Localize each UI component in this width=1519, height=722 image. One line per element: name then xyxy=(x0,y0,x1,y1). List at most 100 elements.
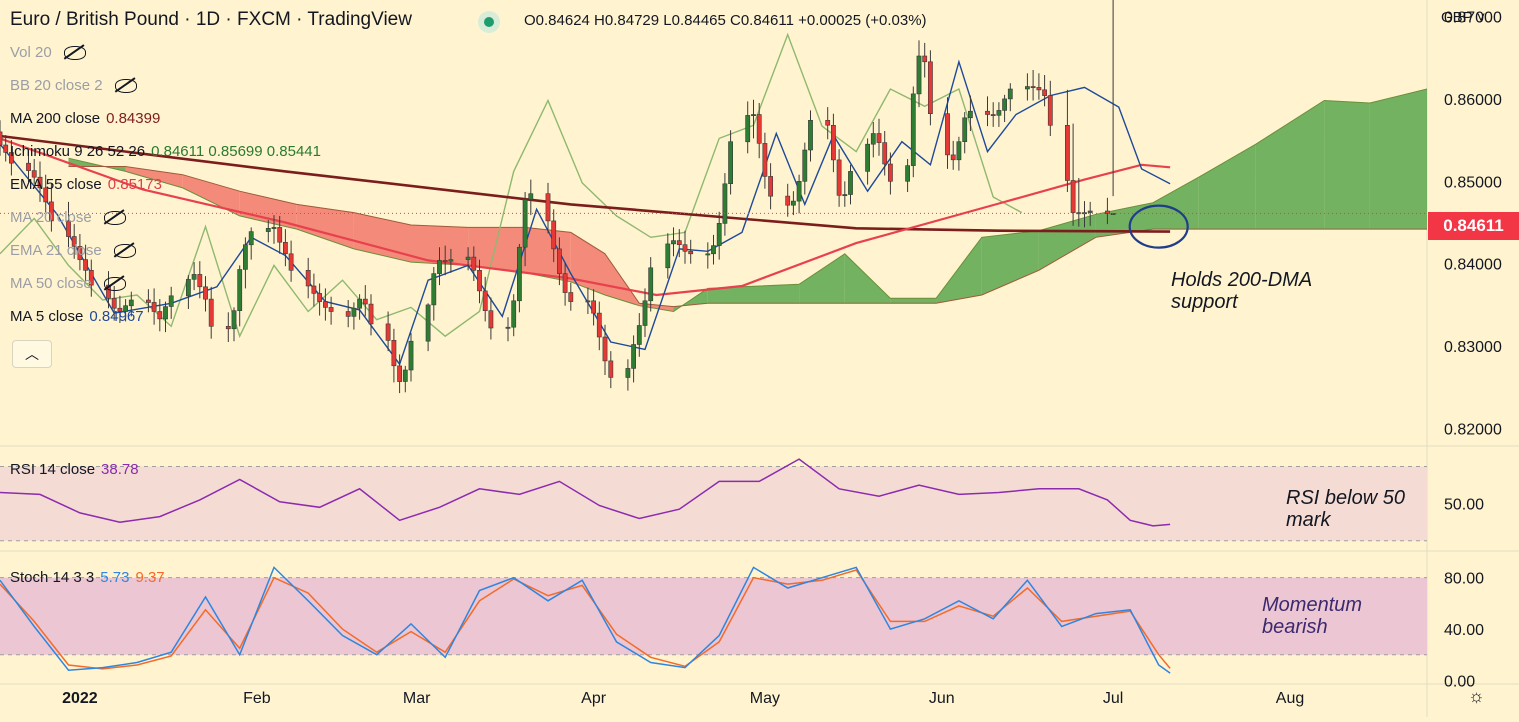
kumo-segment xyxy=(1255,100,1325,230)
ma5-line xyxy=(0,59,1171,366)
candle-down xyxy=(225,325,231,330)
stoch-legend[interactable]: Stoch 14 3 3 5.73 9.37 xyxy=(10,569,165,586)
candle-down xyxy=(157,311,163,320)
legend-row[interactable]: MA 5 close 0.84967 xyxy=(10,308,144,325)
kumo-segment xyxy=(936,237,982,304)
legend-row[interactable]: MA 200 close 0.84399 xyxy=(10,110,160,127)
candle-down xyxy=(1042,89,1047,96)
price-axis-tick: 0.87000 xyxy=(1444,10,1502,27)
eye-hidden-icon[interactable] xyxy=(63,46,86,61)
candle-down xyxy=(676,240,682,246)
candle-up xyxy=(967,110,973,119)
price-axis-tick: 0.83000 xyxy=(1444,339,1502,356)
candle-up xyxy=(431,273,437,306)
candle-down xyxy=(277,227,283,243)
candle-up xyxy=(870,133,876,145)
candle-down xyxy=(37,176,43,189)
candle-up xyxy=(505,326,511,329)
stoch-axis-tick: 80.00 xyxy=(1444,571,1484,588)
kumo-segment xyxy=(1038,214,1096,271)
candle-down xyxy=(345,311,351,317)
candle-down xyxy=(551,220,557,250)
price-axis-tick: 0.84000 xyxy=(1444,257,1502,274)
candle-up xyxy=(716,223,722,246)
eye-hidden-icon[interactable] xyxy=(103,277,126,292)
kumo-segment xyxy=(707,286,742,304)
rsi-legend[interactable]: RSI 14 close 38.78 xyxy=(10,461,139,478)
candle-down xyxy=(990,114,996,117)
price-axis-tick: 0.82000 xyxy=(1444,422,1502,439)
candle-down xyxy=(317,293,322,302)
legend-row[interactable]: BB 20 close 2 xyxy=(10,77,137,94)
candle-down xyxy=(288,253,294,271)
candle-up xyxy=(237,269,243,312)
candle-down xyxy=(3,144,9,153)
kumo-segment xyxy=(1324,100,1370,230)
candle-down xyxy=(146,299,151,303)
candle-up xyxy=(848,171,853,195)
candle-down xyxy=(77,246,83,260)
candle-up xyxy=(351,307,357,317)
candle-up xyxy=(402,369,408,382)
candle-down xyxy=(305,269,311,287)
annotation-200dma: Holds 200-DMA support xyxy=(1171,269,1313,313)
legend-row[interactable]: EMA 21 close xyxy=(10,242,136,259)
chart-annotations xyxy=(0,204,1427,249)
time-axis-tick: Aug xyxy=(1276,690,1304,707)
candle-down xyxy=(362,298,368,305)
candle-down xyxy=(1030,86,1036,89)
legend-row[interactable]: MA 20 close xyxy=(10,209,126,226)
candle-up xyxy=(962,117,968,143)
legend-value: 0.85173 xyxy=(107,176,162,193)
eye-hidden-icon[interactable] xyxy=(114,79,137,94)
candles xyxy=(0,0,1116,394)
symbol-title[interactable]: Euro / British Pound · 1D · FXCM · Tradi… xyxy=(10,9,412,30)
candle-up xyxy=(265,228,271,232)
kumo-segment xyxy=(353,212,411,263)
candle-down xyxy=(391,339,397,367)
price-axis-tick: 0.85000 xyxy=(1444,174,1502,191)
senkou-span-b-line xyxy=(68,166,1427,308)
legend-label: EMA 21 close xyxy=(10,242,102,259)
candle-down xyxy=(208,298,214,327)
candle-up xyxy=(163,306,168,320)
candle-down xyxy=(682,244,688,252)
kumo-segment xyxy=(1153,177,1199,230)
candle-down xyxy=(688,251,694,255)
legend-row[interactable]: Vol 20 xyxy=(10,44,86,61)
legend-row[interactable]: EMA 55 close 0.85173 xyxy=(10,176,162,193)
candle-up xyxy=(425,304,431,342)
annotation-momentum: Momentum bearish xyxy=(1262,594,1363,638)
market-status-indicator[interactable] xyxy=(478,11,500,33)
collapse-legend-button[interactable]: ︿ xyxy=(12,340,52,368)
candle-down xyxy=(602,336,608,362)
legend-row[interactable]: Ichimoku 9 26 52 26 0.84611 0.85699 0.854… xyxy=(10,143,321,160)
candle-up xyxy=(705,253,711,256)
stoch-axis-tick: 0.00 xyxy=(1444,673,1475,690)
candle-up xyxy=(842,194,848,197)
ohlc-readout: O0.84624 H0.84729 L0.84465 C0.84611 +0.0… xyxy=(524,12,927,29)
candle-down xyxy=(9,152,14,164)
rsi-line xyxy=(0,458,1171,527)
candle-down xyxy=(756,114,762,144)
candle-down xyxy=(945,113,950,156)
currency-selector[interactable]: GBP ˅ xyxy=(1441,9,1485,26)
time-axis-tick: Mar xyxy=(403,690,431,707)
legend-value: 0.84611 0.85699 0.85441 xyxy=(151,143,321,160)
candle-down xyxy=(88,269,94,286)
candle-up xyxy=(711,245,716,255)
legend-row[interactable]: MA 50 close xyxy=(10,275,126,292)
candle-up xyxy=(956,141,962,161)
legend-label: Ichimoku 9 26 52 26 xyxy=(10,143,146,160)
eye-hidden-icon[interactable] xyxy=(113,244,136,259)
eye-hidden-icon[interactable] xyxy=(103,211,126,226)
settings-gear-icon[interactable]: ☼ xyxy=(1468,686,1485,706)
candle-up xyxy=(123,305,128,312)
legend-label: MA 50 close xyxy=(10,275,92,292)
ma200-line xyxy=(0,134,1171,233)
candle-up xyxy=(745,115,751,143)
candle-up xyxy=(465,256,471,260)
kumo-segment xyxy=(890,298,937,304)
candle-down xyxy=(151,302,157,312)
